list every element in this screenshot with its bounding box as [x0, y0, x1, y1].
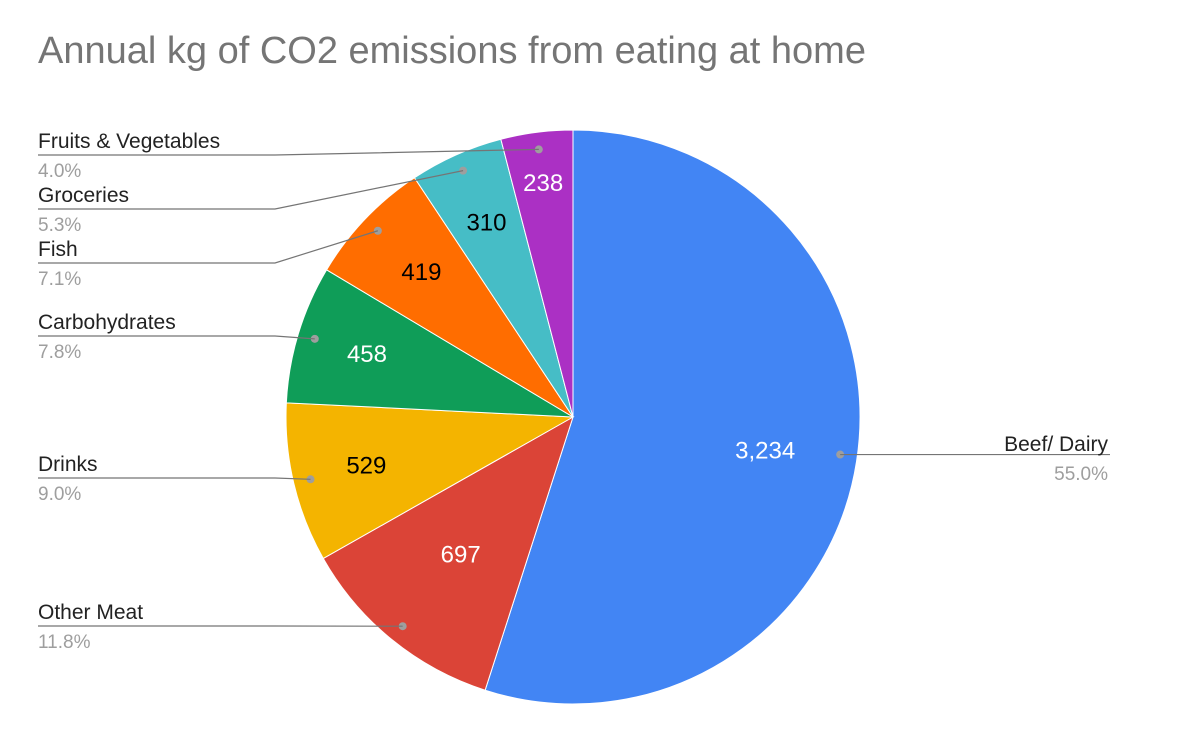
chart-title: Annual kg of CO2 emissions from eating a…	[38, 30, 866, 72]
value-label-beef-dairy: 3,234	[735, 437, 795, 464]
value-label-drinks: 529	[346, 453, 386, 480]
legend-name-drinks: Drinks	[38, 453, 98, 476]
callout-line-drinks	[38, 477, 311, 480]
legend-name-beef-dairy: Beef/ Dairy	[1004, 433, 1108, 456]
legend-percent-fruits-vegetables: 4.0%	[38, 161, 81, 182]
legend-percent-drinks: 9.0%	[38, 484, 81, 505]
legend-percent-other-meat: 11.8%	[38, 632, 91, 653]
legend-name-fruits-vegetables: Fruits & Vegetables	[38, 130, 220, 153]
value-label-fish: 419	[401, 259, 441, 286]
slice-other-meat	[322, 415, 574, 691]
slice-carbohydrates	[285, 269, 574, 418]
slice-callout-labels: Beef/ Dairy 55.0% Other Meat 11.8% Drinks 9.0…	[38, 130, 1110, 653]
slice-drinks	[285, 402, 575, 560]
legend-percent-groceries: 5.3%	[38, 215, 81, 236]
legend-name-groceries: Groceries	[38, 184, 129, 207]
legend-percent-beef-dairy: 55.0%	[1054, 464, 1108, 485]
legend-name-fish: Fish	[38, 238, 78, 261]
callout-line-groceries	[38, 170, 464, 210]
legend-percent-carbohydrates: 7.8%	[38, 342, 81, 363]
slice-beef-dairy	[484, 129, 861, 705]
callout-line-fish	[38, 230, 379, 264]
legend-percent-fish: 7.1%	[38, 269, 81, 290]
legend-name-other-meat: Other Meat	[38, 601, 143, 624]
value-label-other-meat: 697	[441, 541, 481, 568]
value-label-carbohydrates: 458	[347, 341, 387, 368]
slice-fish	[325, 177, 574, 418]
pie-slices	[285, 129, 861, 705]
value-label-groceries: 310	[466, 210, 506, 237]
callout-line-fruits-vegetables	[38, 148, 539, 156]
slice-value-labels: 3,234 697 529 458 419 310 238	[346, 170, 795, 568]
slice-fruits-vegetables	[500, 129, 574, 418]
legend-name-carbohydrates: Carbohydrates	[38, 311, 176, 334]
value-label-fruits-vegetables: 238	[523, 170, 563, 197]
callout-line-carbohydrates	[38, 335, 315, 340]
